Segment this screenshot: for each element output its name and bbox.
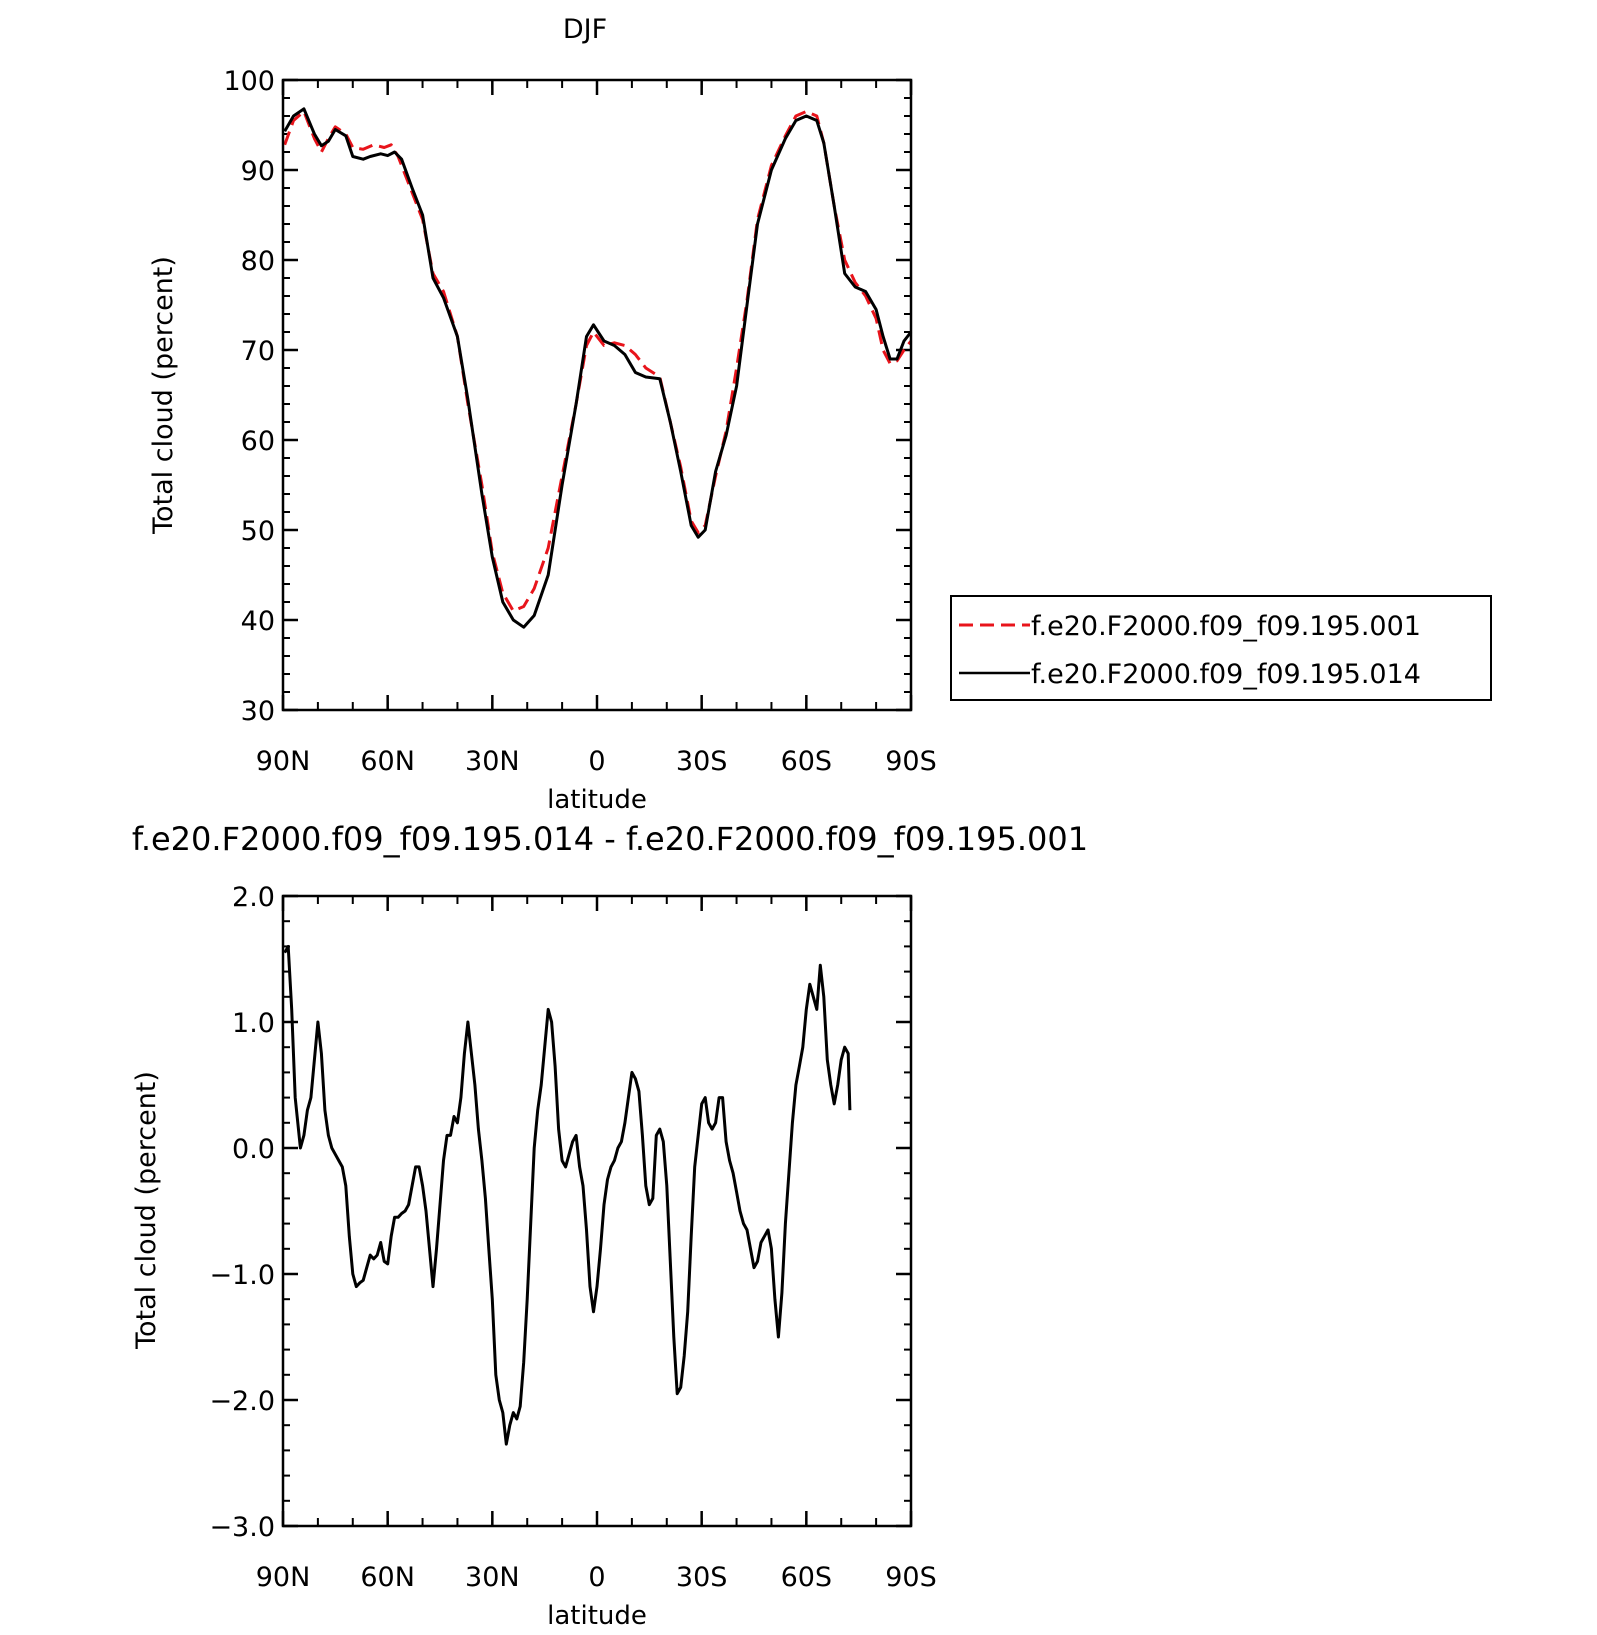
x-tick-label: 90S [885, 1562, 937, 1593]
top-chart-frame [281, 78, 913, 712]
bottom-chart-series [283, 944, 852, 1446]
y-tick-label: 0.0 [232, 1134, 275, 1165]
x-tick-label: 90N [256, 1562, 311, 1593]
x-tick-label: 90N [256, 746, 311, 777]
top-chart-ylabel: Total cloud (percent) [148, 256, 179, 535]
legend-box [950, 595, 1492, 701]
y-tick-label: 1.0 [232, 1008, 275, 1039]
x-tick-label: 30N [465, 1562, 520, 1593]
x-tick-label: 60S [781, 746, 833, 777]
x-tick-label: 60S [781, 1562, 833, 1593]
bottom-chart-ticks: 2.0 1.0 0.0 −1.0 −2.0 −3.0 90N 60N 30N 0 30S 60S 90S [209, 882, 936, 1593]
top-chart-series [283, 107, 913, 629]
bottom-chart-frame [281, 894, 913, 1528]
legend-label-series-1: f.e20.F2000.f09_f09.195.001 [1031, 611, 1421, 642]
y-tick-label: 80 [241, 246, 275, 277]
y-tick-label: −3.0 [209, 1512, 275, 1543]
series-line-2 [283, 107, 913, 629]
x-tick-label: 0 [588, 746, 605, 777]
x-tick-label: 30S [676, 746, 728, 777]
top-chart-xlabel: latitude [547, 785, 647, 815]
top-chart: DJF 100 90 80 70 60 50 40 30 90N 60N 30N 0 30S 60S 90S… [148, 14, 937, 815]
series-line-1 [283, 944, 852, 1446]
series-line-1 [283, 110, 913, 613]
y-tick-label: 30 [241, 696, 275, 727]
bottom-chart: f.e20.F2000.f09_f09.195.014 - f.e20.F200… [131, 820, 1088, 1631]
y-tick-label: −2.0 [209, 1386, 275, 1417]
bottom-chart-title: f.e20.F2000.f09_f09.195.014 - f.e20.F200… [132, 820, 1088, 858]
bottom-chart-xlabel: latitude [547, 1601, 647, 1631]
top-chart-title: DJF [563, 14, 607, 45]
y-tick-label: 90 [241, 156, 275, 187]
legend-label-series-2: f.e20.F2000.f09_f09.195.014 [1031, 659, 1421, 690]
y-tick-label: 50 [241, 516, 275, 547]
x-tick-label: 30N [465, 746, 520, 777]
y-tick-label: 60 [241, 426, 275, 457]
x-tick-label: 30S [676, 1562, 728, 1593]
legend: f.e20.F2000.f09_f09.195.001 f.e20.F2000.… [950, 595, 1492, 701]
x-tick-label: 0 [588, 1562, 605, 1593]
x-tick-label: 90S [885, 746, 937, 777]
x-tick-label: 60N [360, 746, 415, 777]
x-tick-label: 60N [360, 1562, 415, 1593]
bottom-chart-ylabel: Total cloud (percent) [131, 1071, 162, 1350]
y-tick-label: −1.0 [209, 1260, 275, 1291]
y-tick-label: 70 [241, 336, 275, 367]
y-tick-label: 2.0 [232, 882, 275, 913]
y-tick-label: 40 [241, 606, 275, 637]
top-chart-ticks: 100 90 80 70 60 50 40 30 90N 60N 30N 0 30S 60S 90S [223, 66, 936, 777]
y-tick-label: 100 [223, 66, 275, 97]
